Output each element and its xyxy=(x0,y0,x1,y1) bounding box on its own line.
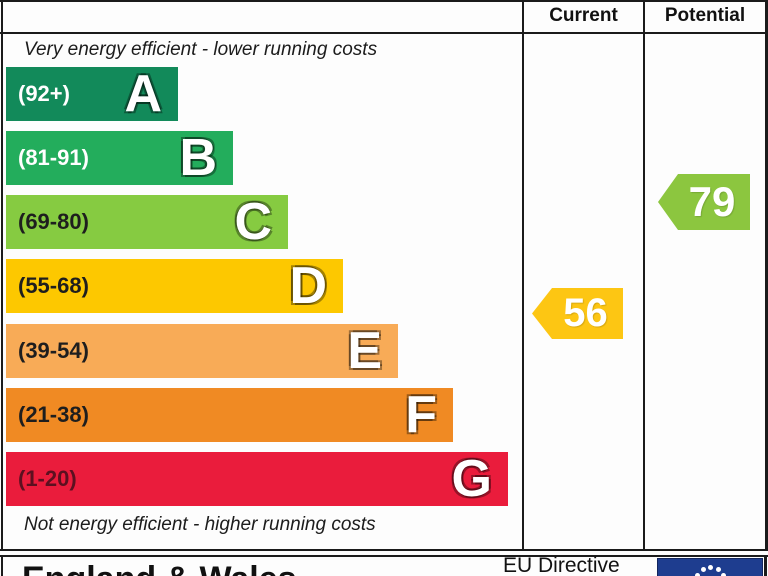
footer-region-label: England & Wales xyxy=(22,560,297,576)
band-range-label: (1-20) xyxy=(18,466,77,491)
band-range-label: (55-68) xyxy=(18,273,89,298)
table-top-border xyxy=(0,0,768,2)
footer-left-border xyxy=(1,555,3,576)
band-row-a: (92+) A xyxy=(6,67,178,121)
band-row-d: (55-68) D xyxy=(6,259,343,313)
potential-column-divider xyxy=(643,0,645,551)
potential-column-header: Potential xyxy=(664,5,746,26)
current-column-divider xyxy=(522,0,524,551)
eu-flag-star xyxy=(708,565,713,570)
eu-flag-star xyxy=(720,572,726,576)
caption-very-efficient: Very energy efficient - lower running co… xyxy=(24,39,378,60)
table-bottom-border xyxy=(0,549,768,551)
band-row-g: (1-20) G xyxy=(6,452,508,506)
band-range-label: (69-80) xyxy=(18,209,89,234)
eu-flag-star xyxy=(715,567,721,572)
band-letter: B xyxy=(179,129,217,187)
eu-flag-star xyxy=(700,567,706,572)
footer-right-border xyxy=(764,555,767,576)
band-letter: F xyxy=(405,386,437,444)
table-right-border xyxy=(765,0,768,551)
band-letter: G xyxy=(451,450,492,508)
current-rating-arrow: 56 xyxy=(532,288,623,339)
caption-not-efficient: Not energy efficient - higher running co… xyxy=(24,514,376,535)
potential-rating-value: 79 xyxy=(688,178,736,225)
band-range-label: (39-54) xyxy=(18,338,89,363)
band-row-c: (69-80) C xyxy=(6,195,288,249)
band-row-e: (39-54) E xyxy=(6,324,398,378)
header-separator-line xyxy=(0,32,768,34)
potential-rating-arrow: 79 xyxy=(658,174,750,230)
band-letter: C xyxy=(234,193,272,251)
footer-eu-directive-label: EU Directive xyxy=(503,554,620,576)
footer-top-border xyxy=(0,555,768,557)
band-letter: E xyxy=(347,322,382,380)
band-range-label: (21-38) xyxy=(18,402,89,427)
band-row-b: (81-91) B xyxy=(6,131,233,185)
band-letter: D xyxy=(289,257,327,315)
band-row-f: (21-38) F xyxy=(6,388,453,442)
current-column-header: Current xyxy=(549,5,618,26)
table-left-border xyxy=(1,0,3,551)
band-range-label: (92+) xyxy=(18,81,70,106)
band-letter: A xyxy=(124,65,162,123)
eu-flag-icon xyxy=(657,558,763,576)
current-rating-value: 56 xyxy=(563,291,608,335)
band-range-label: (81-91) xyxy=(18,145,89,170)
eu-flag-star xyxy=(695,572,700,576)
